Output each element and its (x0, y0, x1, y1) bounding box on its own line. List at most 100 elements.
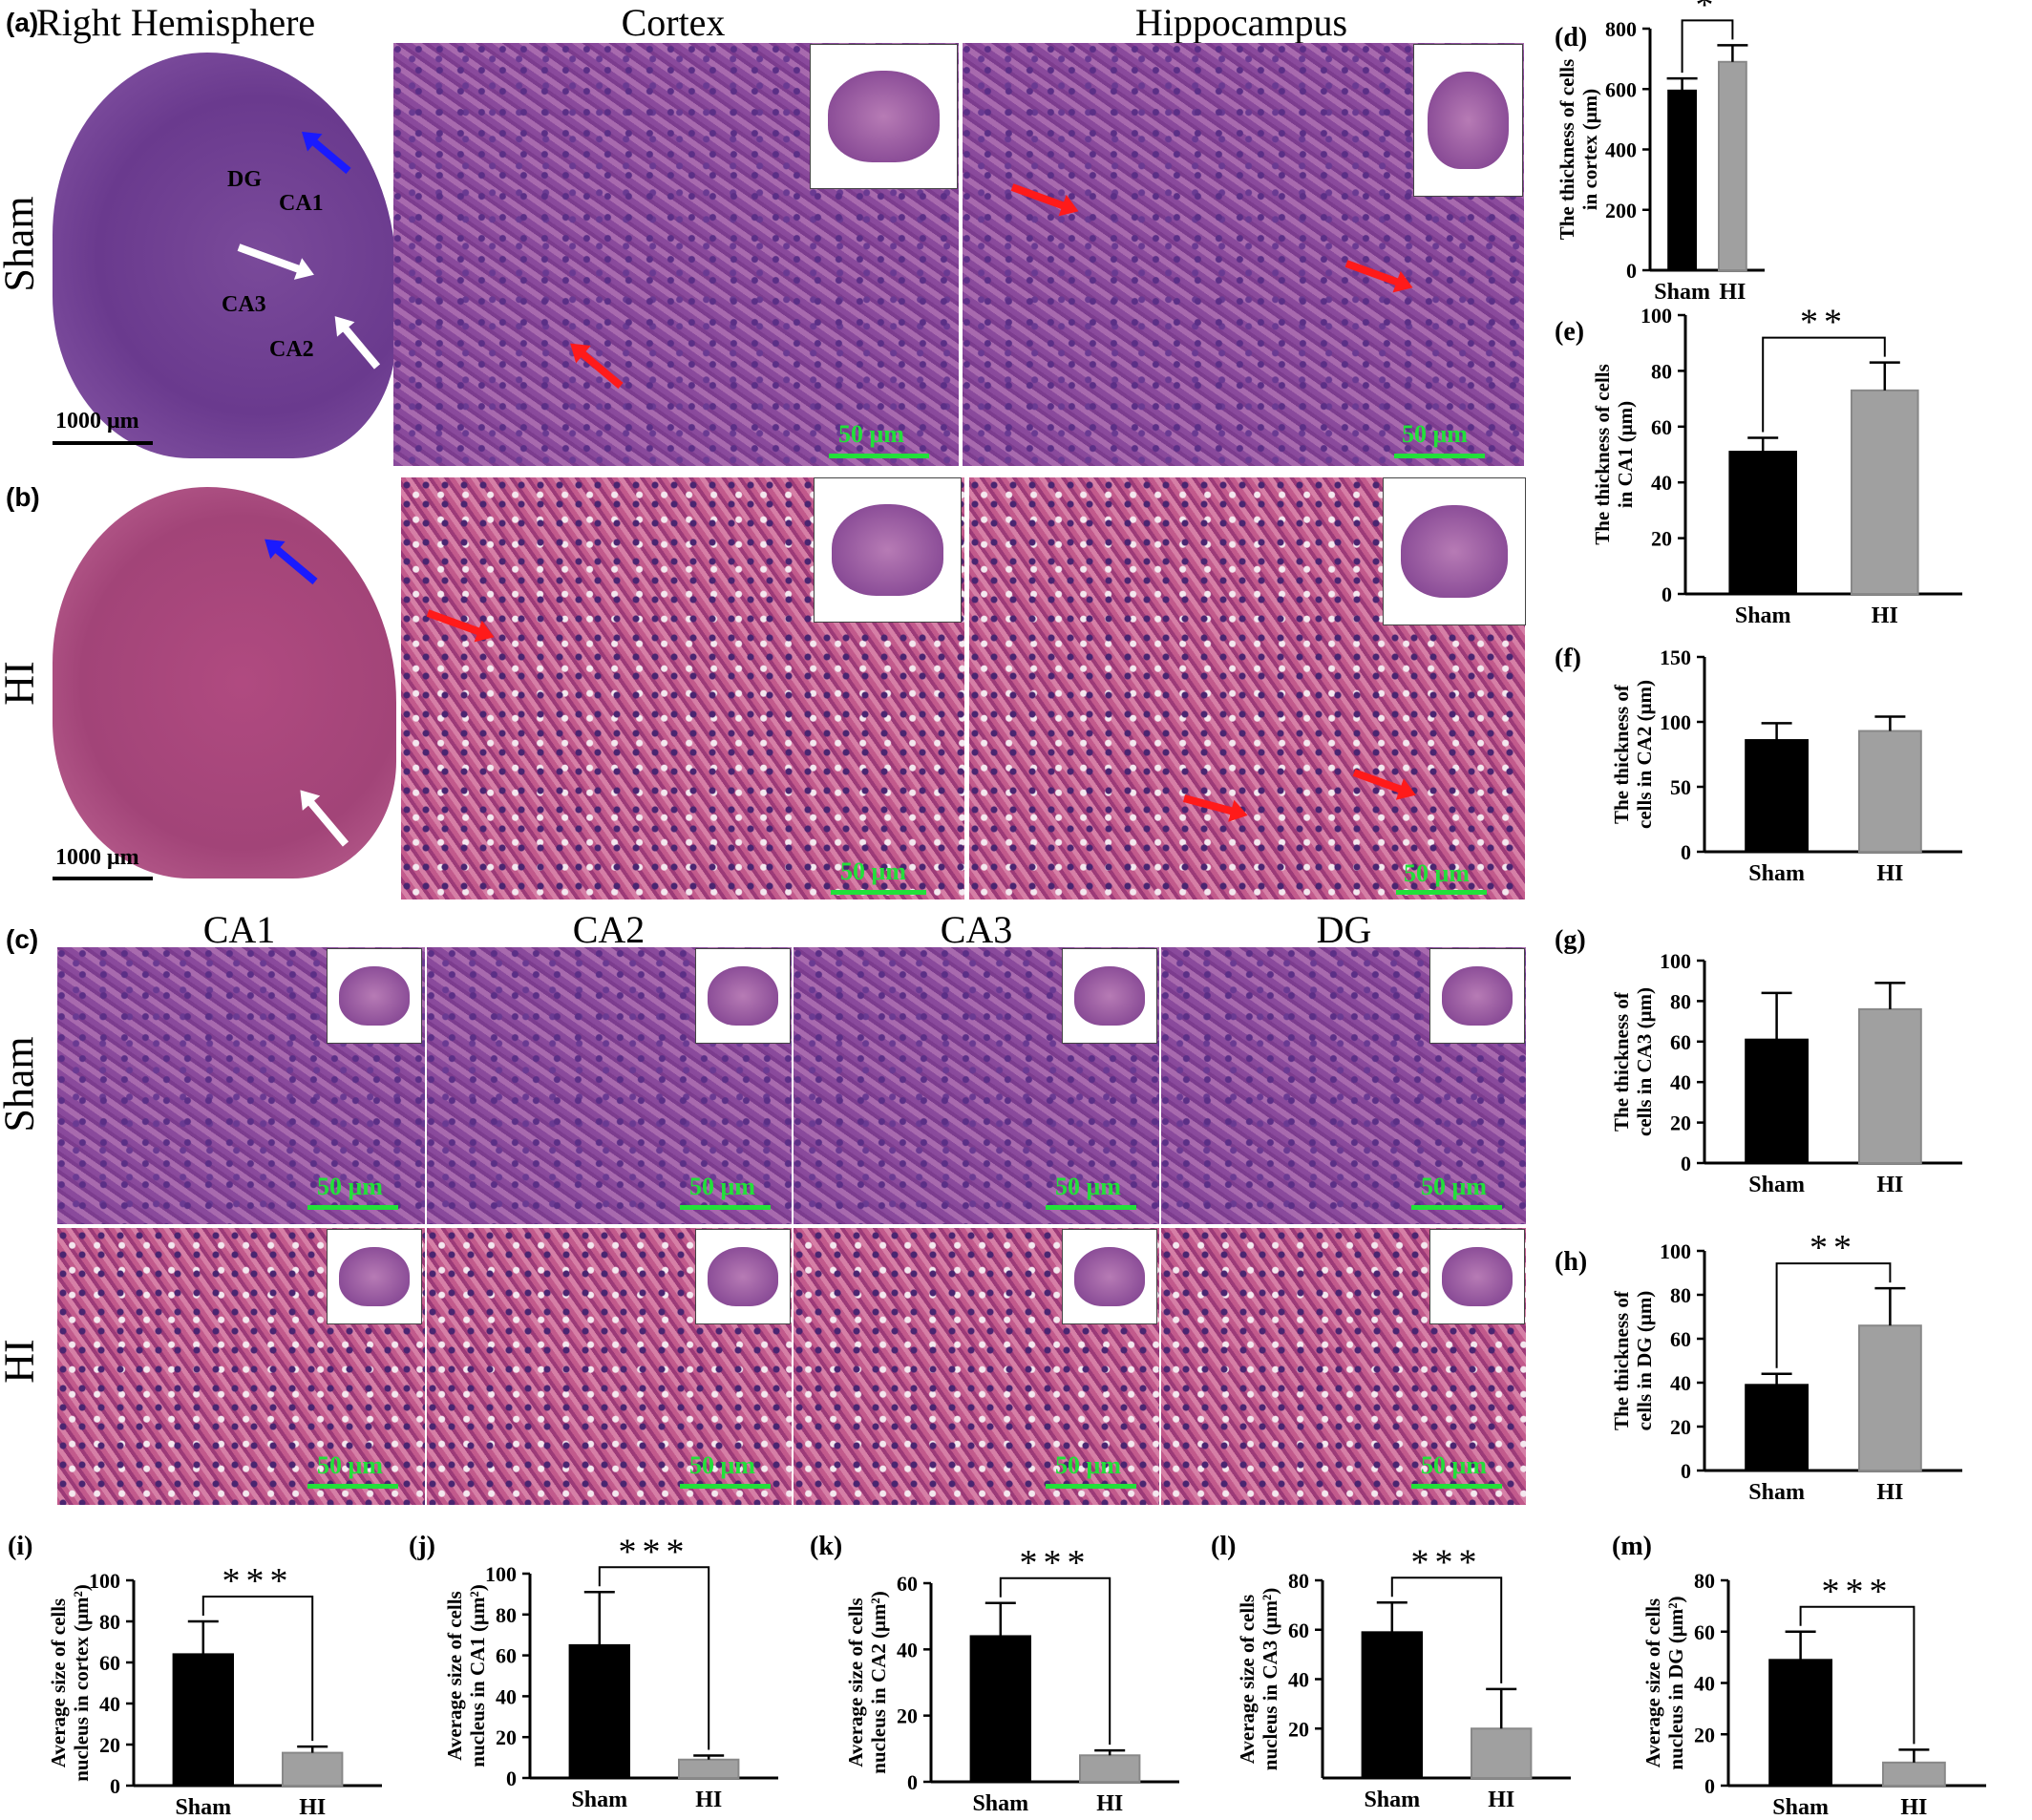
scale-label-ca2-sham: 50 μm (689, 1173, 755, 1200)
chart-l-bar-sham (1361, 1631, 1423, 1780)
chart-i-tick-label: 0 (110, 1774, 120, 1798)
scale-bar-ca2-hi (680, 1484, 771, 1489)
chart-d-significance-bracket (1681, 19, 1734, 74)
inset-ca3-sham (1062, 948, 1157, 1044)
chart-d-letter: (d) (1555, 23, 1587, 53)
region-label-ca2: CA2 (269, 337, 314, 362)
scale-bar-dg-sham (1411, 1205, 1502, 1210)
chart-e-ylabel: The thickness of cells (1591, 364, 1614, 545)
chart-j-tick-label: 80 (496, 1603, 517, 1627)
chart-m-tick-label: 20 (1694, 1723, 1715, 1746)
chart-h-bar-sham (1745, 1384, 1809, 1472)
chart-g-tick-label: 60 (1670, 1030, 1691, 1054)
chart-e-bar-sham (1728, 451, 1798, 595)
region-label-ca1: CA1 (279, 191, 324, 216)
inset-dg-hi (1429, 1229, 1525, 1324)
region-label-ca3: CA3 (222, 292, 266, 317)
scale-bar-dg-hi (1411, 1484, 1502, 1489)
chart-d-tick-label: 200 (1605, 199, 1637, 222)
chart-k-ylabel: Average size of cells (844, 1598, 867, 1767)
chart-f-category-label: HI (1876, 861, 1903, 886)
col-title-dg: DG (1316, 908, 1372, 951)
chart-l-tick-label: 60 (1288, 1619, 1309, 1642)
inset-cortex-sham (810, 44, 958, 189)
scale-bar-a (53, 441, 153, 445)
row-label-sham-c: Sham (0, 1036, 43, 1132)
chart-e-significance: ** (1800, 303, 1848, 343)
chart-l-letter: (l) (1211, 1532, 1236, 1561)
scale-label-dg-hi: 50 μm (1421, 1451, 1487, 1479)
chart-d-category-label: Sham (1654, 280, 1710, 305)
chart-m-significance-bracket (1799, 1605, 1916, 1745)
chart-f-ylabel: The thickness of (1610, 684, 1633, 824)
chart-f-bar-hi (1858, 730, 1922, 854)
chart-e-tick-label: 60 (1651, 415, 1672, 439)
chart-h-tick-label: 0 (1681, 1459, 1691, 1483)
col-title-hippocampus: Hippocampus (1134, 1, 1348, 44)
chart-h-ylabel: cells in DG (μm) (1633, 1291, 1656, 1431)
scale-label-b: 1000 μm (55, 845, 139, 870)
panel-b-letter: (b) (6, 482, 40, 512)
chart-e-tick-label: 0 (1662, 582, 1672, 606)
panel-c-letter: (c) (6, 924, 39, 954)
chart-e-letter: (e) (1555, 317, 1584, 347)
chart-m-tick-label: 80 (1694, 1569, 1715, 1593)
chart-l-tick-label: 40 (1288, 1668, 1309, 1692)
scale-label-hippo-sham: 50 μm (1402, 420, 1468, 448)
inset-ca1-sham (327, 948, 422, 1044)
scale-label-hippo-hi: 50 μm (1404, 859, 1470, 887)
chart-i-significance-bracket (201, 1596, 314, 1742)
panel-a-letter: (a) (6, 8, 39, 37)
scale-bar-hippo-hi (1396, 890, 1487, 895)
chart-l-significance-bracket (1390, 1577, 1503, 1683)
col-title-ca2: CA2 (572, 908, 646, 951)
chart-k-ylabel: nucleus in CA2 (μm²) (867, 1591, 890, 1773)
chart-f-tick-label: 50 (1670, 775, 1691, 799)
chart-k-tick-label: 40 (897, 1638, 918, 1661)
chart-g-letter: (g) (1555, 925, 1586, 955)
chart-m-tick-label: 0 (1704, 1774, 1715, 1798)
chart-g-tick-label: 80 (1670, 989, 1691, 1013)
scale-label-ca1-sham: 50 μm (317, 1173, 383, 1200)
inset-ca2-hi (695, 1229, 791, 1324)
chart-k-significance-bracket (999, 1577, 1111, 1746)
chart-d-bar-sham (1667, 89, 1697, 271)
chart-e-tick-label: 100 (1640, 304, 1672, 328)
chart-h-letter: (h) (1555, 1247, 1587, 1277)
col-title-ca1: CA1 (202, 908, 276, 951)
chart-d-ylabel: The thickness of cells (1556, 59, 1578, 241)
chart-i-ylabel: nucleus in cortex (μm²) (70, 1584, 93, 1782)
chart-k-category-label: Sham (972, 1791, 1028, 1816)
scale-label-ca2-hi: 50 μm (689, 1451, 755, 1479)
scale-bar-ca3-sham (1046, 1205, 1136, 1210)
chart-i-category-label: HI (299, 1795, 326, 1820)
chart-i-bar-hi (282, 1751, 344, 1787)
chart-l-category-label: HI (1488, 1788, 1514, 1812)
chart-h-tick-label: 80 (1670, 1283, 1691, 1307)
chart-d-significance: * (1696, 0, 1720, 25)
chart-k-category-label: HI (1096, 1791, 1123, 1816)
chart-g-bar-sham (1745, 1038, 1809, 1165)
chart-e-tick-label: 20 (1651, 527, 1672, 551)
chart-h-bar-hi (1858, 1324, 1922, 1471)
chart-d-ylabel: in cortex (μm) (1578, 89, 1601, 210)
scale-bar-ca1-sham (307, 1205, 398, 1210)
chart-m-significance: *** (1822, 1572, 1894, 1612)
chart-e-tick-label: 80 (1651, 359, 1672, 383)
chart-m-bar-hi (1882, 1761, 1946, 1787)
chart-i-category-label: Sham (175, 1795, 231, 1820)
chart-g-category-label: Sham (1748, 1173, 1805, 1197)
chart-j-letter: (j) (409, 1532, 435, 1561)
scale-label-a: 1000 μm (55, 409, 139, 434)
chart-j-ylabel: Average size of cells (443, 1591, 466, 1760)
chart-m-ylabel: Average size of cells (1641, 1598, 1664, 1767)
chart-g-ylabel: The thickness of (1610, 991, 1633, 1132)
chart-j-significance: *** (619, 1532, 690, 1572)
chart-m-ylabel: nucleus in DG (μm²) (1664, 1596, 1687, 1769)
chart-j-tick-label: 60 (496, 1644, 517, 1668)
chart-l-ylabel: nucleus in CA3 (μm²) (1259, 1588, 1281, 1770)
chart-h-tick-label: 60 (1670, 1327, 1691, 1351)
chart-h-category-label: Sham (1748, 1480, 1805, 1505)
chart-i-ylabel: Average size of cells (47, 1598, 70, 1767)
chart-m-category-label: HI (1900, 1795, 1927, 1820)
